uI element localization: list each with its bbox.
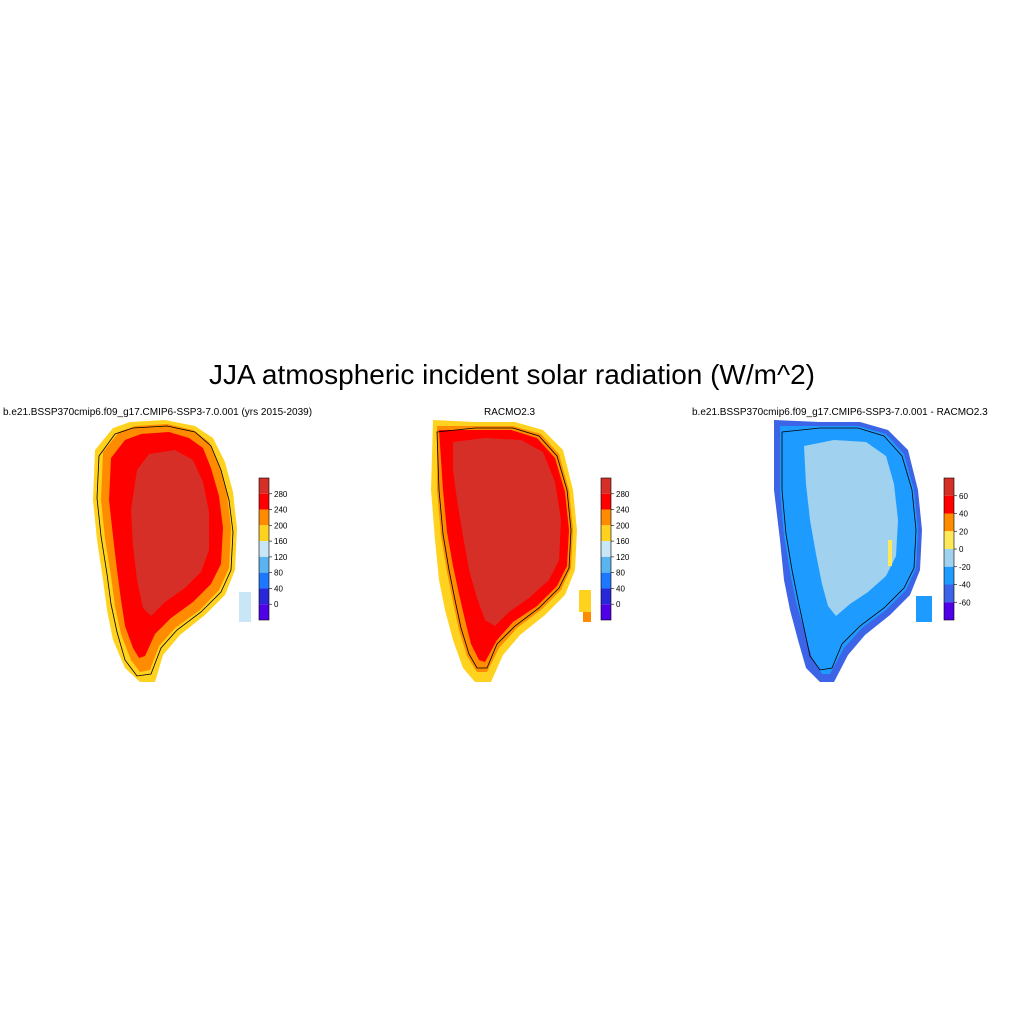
colorbar-tick-label: 40: [616, 584, 625, 593]
colorbar-swatch: [601, 509, 611, 526]
coastline: [96, 425, 234, 677]
colorbar-swatch: [944, 602, 954, 620]
colorbar-tick-label: 200: [616, 521, 630, 530]
panel-2-map: 280 240 200 160 120 80 40 0: [431, 420, 630, 682]
yellow-edge-cell: [888, 540, 892, 566]
greenland-map-model: [93, 420, 251, 682]
colorbar-tick-label: 0: [274, 600, 279, 609]
colorbar-swatch: [944, 495, 954, 514]
colorbar-swatch: [259, 556, 269, 573]
colorbar-swatch: [259, 509, 269, 526]
colorbar-frame: [600, 477, 612, 621]
colorbar-tick-label: -40: [959, 581, 971, 590]
colorbar-tick-label: 160: [274, 537, 288, 546]
colorbar-swatch: [259, 541, 269, 557]
greenland-map-difference: [774, 420, 932, 682]
colorbar-tick-label: 80: [616, 569, 625, 578]
colorbar-swatch: [601, 604, 611, 620]
colorbar-swatch: [944, 549, 954, 567]
panel-2-title: RACMO2.3: [484, 407, 536, 418]
colorbar-swatch: [601, 572, 611, 589]
colorbar-swatch: [944, 566, 954, 585]
colorbar-tick-label: 120: [274, 553, 288, 562]
colorbar-swatch: [259, 572, 269, 589]
colorbar-swatch: [601, 541, 611, 557]
colorbar-tick-label: -60: [959, 598, 971, 607]
colorbar-model: 280 240 200 160 120 80 40 0: [258, 477, 288, 621]
colorbar-tick-label: 40: [274, 584, 283, 593]
colorbar-swatch: [601, 588, 611, 605]
colorbar-tick-label: 280: [274, 490, 288, 499]
colorbar-tick-label: 120: [616, 553, 630, 562]
colorbar-tick-label: 200: [274, 521, 288, 530]
colorbar-tick-label: 0: [616, 600, 621, 609]
interior: [131, 450, 209, 616]
colorbar-tick-label: 40: [959, 510, 968, 519]
colorbar-swatch: [259, 604, 269, 620]
colorbar-tick-label: 60: [959, 492, 968, 501]
colorbar-tick-label: 80: [274, 569, 283, 578]
colorbar-swatch: [944, 513, 954, 532]
panel-1-title: b.e21.BSSP370cmip6.f09_g17.CMIP6-SSP3-7.…: [3, 407, 313, 418]
colorbar-swatch: [259, 588, 269, 605]
colorbar-swatch: [944, 584, 954, 603]
coastline: [781, 427, 917, 671]
colorbar-racmo: 280 240 200 160 120 80 40 0: [600, 477, 630, 621]
colorbar-tick-label: 160: [616, 537, 630, 546]
colorbar-swatch: [259, 493, 269, 510]
colorbar-tick-label: 20: [959, 527, 968, 536]
colorbar-swatch: [601, 478, 611, 494]
colorbar-tick-label: 240: [274, 506, 288, 515]
panel-3-title: b.e21.BSSP370cmip6.f09_g17.CMIP6-SSP3-7.…: [692, 407, 988, 418]
greenland-map-racmo: [431, 420, 591, 682]
colorbar-swatch: [944, 531, 954, 549]
colorbar-swatch: [259, 525, 269, 542]
iceland-cell: [579, 590, 591, 612]
figure-title: JJA atmospheric incident solar radiation…: [208, 359, 816, 390]
colorbar-swatch: [601, 556, 611, 573]
colorbar-swatch: [601, 525, 611, 542]
colorbar-difference: 60 40 20 0 -20 -40 -60: [943, 477, 971, 621]
iceland-cell-2: [583, 612, 591, 622]
colorbar-tick-label: -20: [959, 563, 971, 572]
interior: [804, 440, 898, 616]
colorbar-swatch: [944, 478, 954, 496]
panel-3-map: 60 40 20 0 -20 -40 -60: [774, 420, 971, 682]
colorbar-tick-label: 0: [959, 545, 964, 554]
colorbar-frame: [258, 477, 270, 621]
interior: [453, 438, 561, 626]
coastline: [436, 427, 572, 669]
iceland-cell: [916, 596, 932, 622]
iceland-cell: [239, 592, 251, 622]
colorbar-tick-label: 240: [616, 506, 630, 515]
colorbar-swatch: [259, 478, 269, 494]
colorbar-tick-label: 280: [616, 490, 630, 499]
colorbar-swatch: [601, 493, 611, 510]
panel-1-map: 280 240 200 160 120 80 40 0: [93, 420, 288, 682]
